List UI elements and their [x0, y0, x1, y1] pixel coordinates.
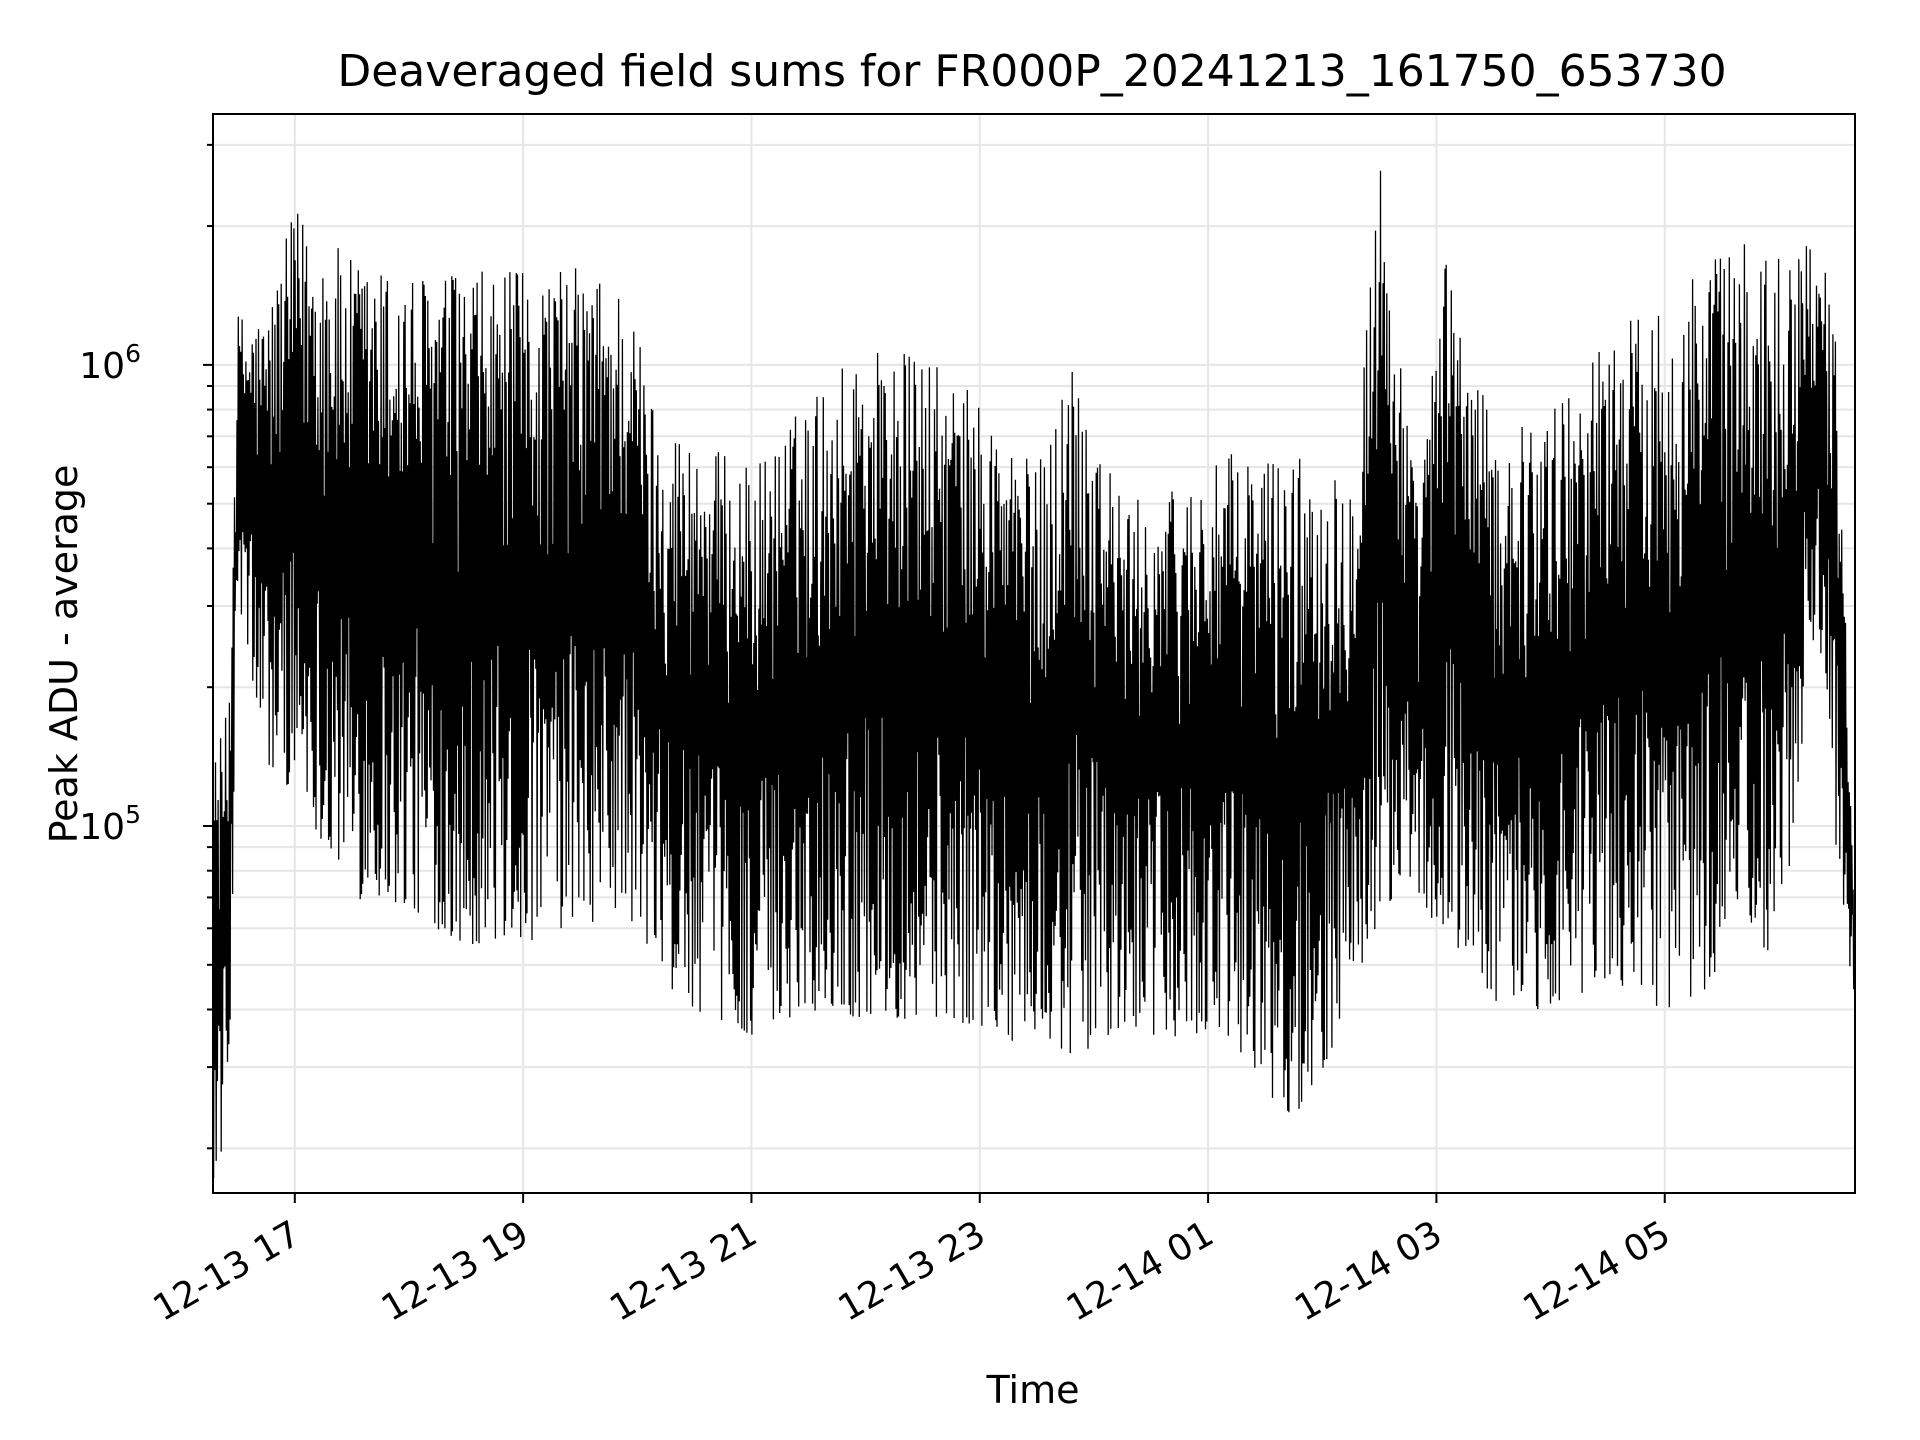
y-tick-base: 10	[79, 346, 125, 387]
y-axis-label: Peak ADU - average	[42, 465, 86, 844]
x-tick-label: 12-14 01	[1060, 1213, 1221, 1329]
x-axis: 12-13 17 12-13 19 12-13 21 12-13 23 12-14 01…	[147, 1193, 1678, 1330]
x-tick-label: 12-13 21	[603, 1213, 764, 1329]
series-line	[212, 170, 1856, 1179]
y-tick-base: 10	[79, 807, 125, 848]
plot-frame	[212, 113, 1856, 1194]
y-tick-exponent: 5	[125, 800, 141, 829]
x-axis-label: Time	[986, 1368, 1080, 1412]
x-tick-label: 12-13 17	[147, 1213, 308, 1329]
x-tick-label: 12-14 03	[1288, 1213, 1449, 1329]
y-tick-label: 105	[79, 800, 141, 848]
x-tick-label: 12-13 23	[832, 1213, 993, 1329]
x-tick-label: 12-13 19	[375, 1213, 536, 1329]
x-tick-label: 12-14 05	[1517, 1213, 1678, 1329]
y-tick-exponent: 6	[125, 339, 141, 368]
y-tick-label: 106	[79, 339, 141, 387]
chart-title: Deaveraged field sums for FR000P_2024121…	[337, 46, 1726, 97]
